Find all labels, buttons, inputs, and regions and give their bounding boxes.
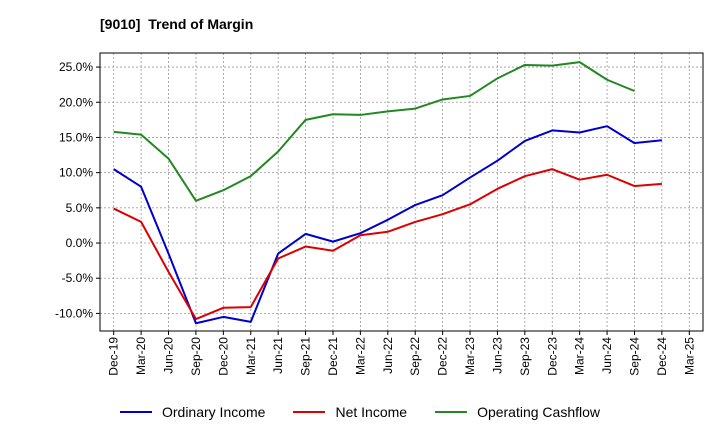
plot-area <box>100 53 703 331</box>
x-tick-label: Mar-24 <box>573 337 587 375</box>
x-tick-label: Dec-23 <box>545 337 559 376</box>
x-tick-label: Jun-24 <box>600 337 614 374</box>
x-tick-label: Jun-20 <box>162 337 176 374</box>
series-line-operating-cashflow <box>113 61 635 202</box>
x-tick-label: Mar-22 <box>353 337 367 375</box>
y-tick-label: 15.0% <box>59 130 93 144</box>
series-line-ordinary-income <box>113 125 662 325</box>
legend-item: Net Income <box>293 404 407 420</box>
x-tick-label: Sep-22 <box>408 337 422 376</box>
legend-swatch <box>293 411 326 413</box>
legend-swatch <box>435 411 468 413</box>
legend-item: Operating Cashflow <box>435 404 600 420</box>
legend-label: Net Income <box>335 404 408 420</box>
x-tick-label: Mar-20 <box>134 337 148 375</box>
x-tick-label: Sep-24 <box>627 337 641 376</box>
y-tick-label: -10.0% <box>55 306 93 320</box>
legend-label: Operating Cashflow <box>477 404 601 420</box>
x-tick-label: Dec-19 <box>107 337 121 376</box>
series-line-net-income <box>113 168 662 321</box>
x-tick-label: Sep-21 <box>299 337 313 376</box>
y-tick-label: 5.0% <box>66 201 94 215</box>
x-tick-label: Mar-21 <box>244 337 258 375</box>
y-tick-label: 25.0% <box>59 60 93 74</box>
x-tick-label: Jun-22 <box>381 337 395 374</box>
plot-frame <box>99 52 704 332</box>
x-tick-label: Jun-21 <box>271 337 285 374</box>
x-tick-label: Sep-23 <box>518 337 532 376</box>
x-tick-label: Dec-21 <box>326 337 340 376</box>
legend-label: Ordinary Income <box>161 404 266 420</box>
x-tick-label: Mar-23 <box>463 337 477 375</box>
legend: Ordinary Income Net Income Operating Cashf… <box>0 404 720 420</box>
y-tick-label: -5.0% <box>62 271 94 285</box>
x-tick-label: Jun-23 <box>490 337 504 374</box>
x-tick-label: Dec-20 <box>216 337 230 376</box>
x-tick-label: Sep-20 <box>189 337 203 376</box>
legend-swatch <box>119 411 152 413</box>
x-tick-label: Mar-25 <box>682 337 696 375</box>
y-tick-label: 20.0% <box>59 95 93 109</box>
x-tick-label: Dec-22 <box>436 337 450 376</box>
legend-item: Ordinary Income <box>119 404 266 420</box>
y-tick-label: 10.0% <box>59 166 93 180</box>
x-tick-label: Dec-24 <box>655 337 669 376</box>
chart-title: [9010] Trend of Margin <box>100 16 254 32</box>
y-tick-label: 0.0% <box>66 236 94 250</box>
